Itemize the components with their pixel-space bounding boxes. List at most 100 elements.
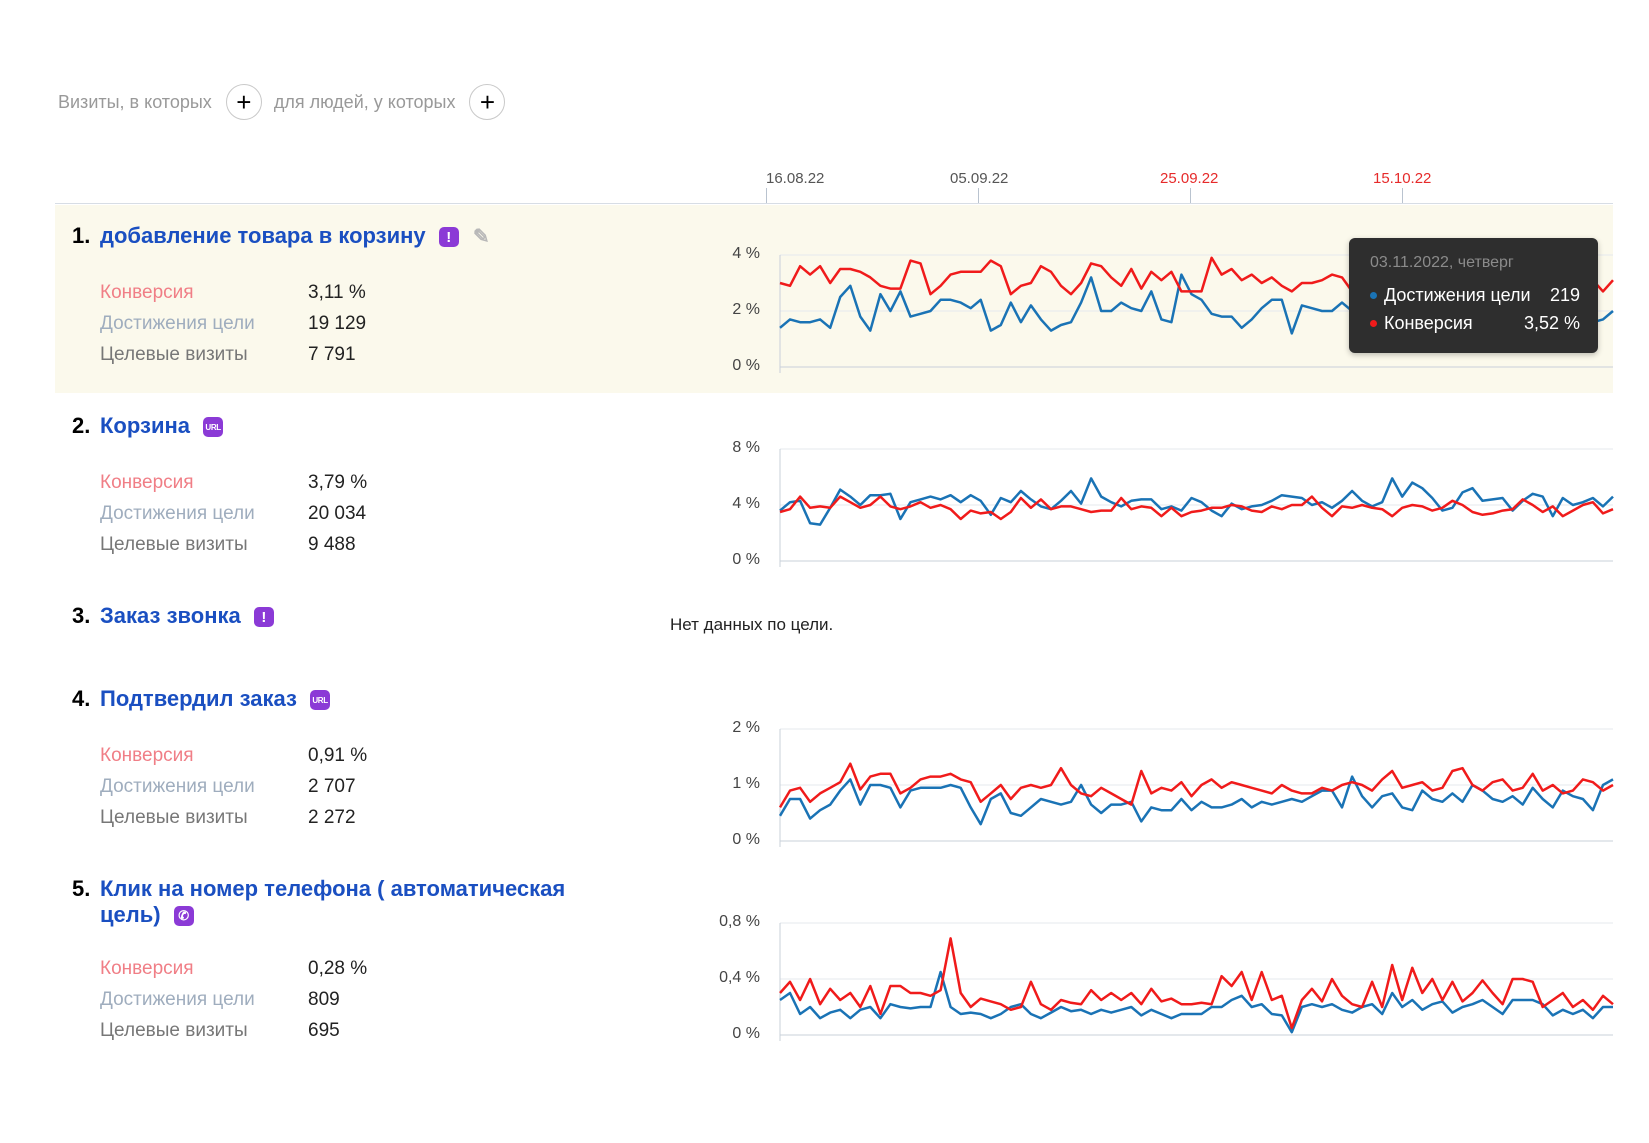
goal-number: 4.	[72, 686, 91, 711]
metric-reach: Достижения цели 19 129	[100, 313, 366, 335]
tooltip-value: 219	[1549, 285, 1580, 305]
y-tick-label: 0,4 %	[719, 969, 760, 986]
chart-goal-2	[779, 448, 1614, 567]
reach-label: Достижения цели	[100, 989, 255, 1010]
exclamation-icon: !	[438, 227, 459, 248]
y-tick-label: 8 %	[732, 439, 760, 456]
metric-conversion: Конверсия 3,11 %	[100, 282, 366, 304]
metric-reach: Достижения цели 2 707	[100, 776, 356, 798]
visits-value: 9 488	[308, 534, 356, 555]
y-tick-label: 0 %	[732, 1025, 760, 1042]
metric-reach: Достижения цели 809	[100, 989, 340, 1011]
goal-title: 5. Клик на номер телефона ( автоматическ…	[72, 876, 565, 928]
date-tick	[978, 188, 979, 204]
tooltip-label: Конверсия	[1384, 313, 1473, 333]
add-visits-filter-button[interactable]: +	[225, 84, 262, 120]
metric-visits: Целевые визиты 2 272	[100, 807, 356, 829]
series-dot-icon	[1370, 320, 1377, 327]
url-icon: URL	[310, 690, 331, 711]
goal-row-3[interactable]: 3. Заказ звонка !	[55, 585, 1613, 645]
conversion-series-line[interactable]	[779, 495, 1614, 521]
tooltip-date: 03.11.2022, четверг	[1370, 254, 1514, 271]
goal-row-4[interactable]: 4. Подтвердил заказ URL Конверсия 0,91 %…	[55, 668, 1613, 838]
visits-value: 2 272	[308, 807, 356, 828]
visits-label: Целевые визиты	[100, 1020, 248, 1041]
conversion-label: Конверсия	[100, 745, 194, 766]
goal-name-link[interactable]: Клик на номер телефона ( автоматическая	[100, 876, 566, 901]
metric-conversion: Конверсия 3,79 %	[100, 472, 367, 494]
visits-label: Целевые визиты	[100, 344, 248, 365]
tooltip-row-conversion: Конверсия 3,52 %	[1370, 313, 1580, 334]
conversion-label: Конверсия	[100, 282, 194, 303]
y-tick-label: 0,8 %	[719, 913, 760, 930]
reach-series-line[interactable]	[779, 970, 1613, 1034]
y-tick-label: 2 %	[732, 719, 760, 736]
visits-label: Целевые визиты	[100, 534, 248, 555]
visits-value: 7 791	[308, 344, 356, 365]
goal-name-link[interactable]: Подтвердил заказ	[100, 686, 297, 711]
date-tick	[1402, 188, 1403, 204]
metric-conversion: Конверсия 0,28 %	[100, 958, 367, 980]
visits-value: 695	[308, 1020, 340, 1041]
conversion-label: Конверсия	[100, 472, 194, 493]
y-tick-label: 0 %	[732, 551, 760, 568]
tooltip-row-reach: Достижения цели 219	[1370, 285, 1580, 306]
series-dot-icon	[1370, 292, 1377, 299]
goal-number: 2.	[72, 413, 91, 438]
goal-number: 3.	[72, 603, 91, 628]
segment-filter-bar: Визиты, в которых + для людей, у которых…	[58, 82, 517, 122]
goal-name-link[interactable]: Корзина	[100, 413, 190, 438]
goal-name-link[interactable]: Заказ звонка	[100, 603, 241, 628]
no-data-message: Нет данных по цели.	[670, 615, 834, 634]
goal-name-link-line2[interactable]: цель)	[100, 902, 161, 927]
metric-visits: Целевые визиты 7 791	[100, 344, 356, 366]
pencil-icon[interactable]: ✎	[472, 226, 490, 248]
y-tick-label: 0 %	[732, 357, 760, 374]
goal-number: 5.	[72, 876, 91, 901]
date-label: 16.08.22	[766, 170, 825, 187]
conversion-series-line[interactable]	[778, 762, 1614, 809]
chart-goal-4	[778, 728, 1614, 847]
goal-title: 3. Заказ звонка !	[72, 603, 274, 629]
reach-label: Достижения цели	[100, 776, 255, 797]
reach-label: Достижения цели	[100, 503, 255, 524]
date-label: 05.09.22	[950, 170, 1009, 187]
date-tick	[766, 188, 767, 204]
url-icon: URL	[203, 417, 224, 438]
y-tick-label: 0 %	[732, 831, 760, 848]
visits-filter-label: Визиты, в которых	[58, 91, 212, 112]
metric-reach: Достижения цели 20 034	[100, 503, 366, 525]
phone-icon: ✆	[173, 906, 194, 927]
metric-visits: Целевые визиты 9 488	[100, 534, 356, 556]
people-filter-label: для людей, у которых	[273, 91, 456, 112]
reach-series-line[interactable]	[779, 477, 1614, 526]
add-people-filter-button[interactable]: +	[469, 84, 506, 120]
reach-value: 20 034	[308, 503, 367, 524]
goal-number: 1.	[72, 223, 91, 248]
timeline-axis	[55, 203, 1613, 204]
metric-conversion: Конверсия 0,91 %	[100, 745, 367, 767]
date-label-holiday: 15.10.22	[1373, 170, 1432, 187]
reach-value: 2 707	[308, 776, 356, 797]
visits-label: Целевые визиты	[100, 807, 248, 828]
conversion-label: Конверсия	[100, 958, 194, 979]
conversion-value: 3,11 %	[308, 282, 366, 303]
tooltip-value: 3,52 %	[1523, 313, 1580, 333]
reach-value: 809	[308, 989, 340, 1010]
reach-label: Достижения цели	[100, 313, 255, 334]
goal-title: 1. добавление товара в корзину ! ✎	[72, 223, 490, 249]
y-tick-label: 1 %	[732, 775, 760, 792]
goal-row-2[interactable]: 2. Корзина URL Конверсия 3,79 % Достижен…	[55, 395, 1613, 565]
conversion-series-line[interactable]	[779, 937, 1614, 1030]
reach-series-line[interactable]	[778, 775, 1614, 826]
y-tick-label: 4 %	[732, 245, 760, 262]
goal-name-link[interactable]: добавление товара в корзину	[100, 223, 426, 248]
goal-row-5[interactable]: 5. Клик на номер телефона ( автоматическ…	[55, 858, 1613, 1068]
conversion-value: 0,28 %	[308, 958, 368, 979]
goal-title: 4. Подтвердил заказ URL	[72, 686, 331, 712]
chart-goal-5	[779, 922, 1614, 1041]
exclamation-icon: !	[253, 607, 274, 628]
chart-tooltip: 03.11.2022, четверг Достижения цели 219 …	[1349, 238, 1598, 353]
date-tick	[1190, 188, 1191, 204]
